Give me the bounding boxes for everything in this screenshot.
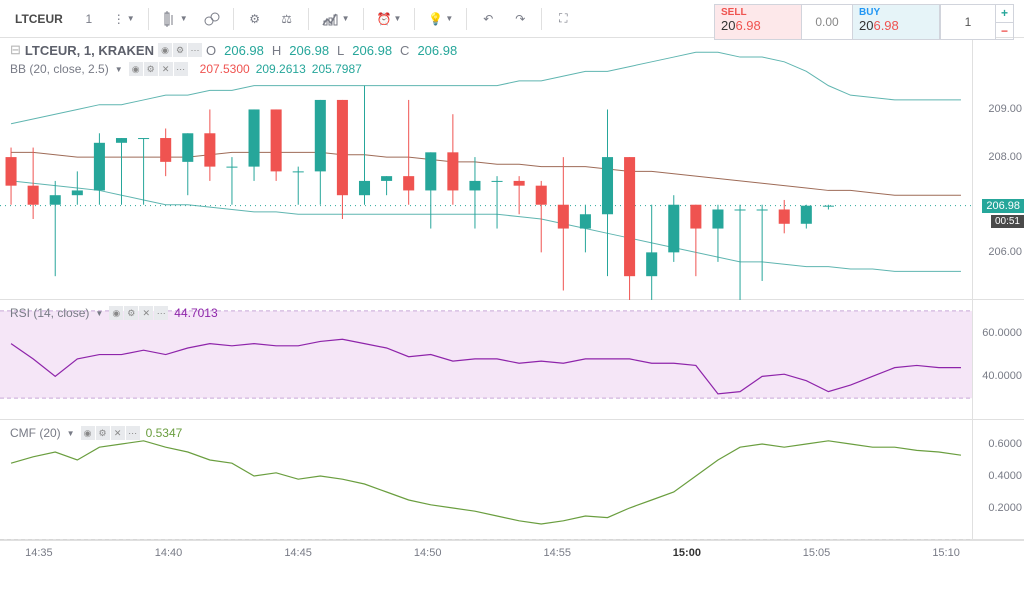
legend-settings[interactable]: ⚙ [173,43,187,57]
alarm-icon: ⏰ [377,12,392,26]
rsi-settings[interactable]: ⚙ [124,306,138,320]
ohlc-display: O206.98 H206.98 L206.98 C206.98 [206,43,457,58]
chevron-down-icon[interactable]: ▼ [95,309,103,318]
settings-button[interactable]: ⚙ [240,5,270,33]
cmf-delete[interactable]: ✕ [111,426,125,440]
bb-settings[interactable]: ⚙ [144,62,158,76]
fullscreen-button[interactable]: ⛶ [548,5,578,33]
rsi-legend: RSI (14, close) ▼ ◉ ⚙ ✕ ⋯ 44.7013 [10,306,218,320]
chevron-down-icon[interactable]: ▼ [67,429,75,438]
rsi-panel[interactable]: RSI (14, close) ▼ ◉ ⚙ ✕ ⋯ 44.7013 40.000… [0,300,1024,420]
compare-button[interactable] [197,5,227,33]
chevron-down-icon[interactable]: ▼ [115,65,123,74]
chart-legend: ⊟ LTCEUR, 1, KRAKEN ◉ ⚙ ⋯ O206.98 H206.9… [10,42,457,58]
buy-button[interactable]: BUY 206.98 [852,4,940,40]
quantity-stepper: + − [996,4,1014,40]
rsi-value: 44.7013 [174,306,217,320]
legend-more[interactable]: ⋯ [188,43,202,57]
alert-button[interactable]: ⏰▼ [370,5,409,33]
indicators-button[interactable]: ▼ [315,5,357,33]
sell-button[interactable]: SELL 206.98 [714,4,802,40]
bars-style[interactable]: ▼ [155,5,195,33]
trade-panel: SELL 206.98 0.00 BUY 206.98 1 + − [714,4,1014,40]
rsi-hide[interactable]: ◉ [109,306,123,320]
rsi-more[interactable]: ⋯ [154,306,168,320]
interval-selector[interactable]: 1 [74,5,104,33]
redo-icon: ↷ [515,12,525,26]
collapse-icon[interactable]: ⊟ [10,42,21,58]
interval-menu[interactable]: ⋮▼ [106,5,142,33]
qty-increase[interactable]: + [996,5,1013,23]
bb-delete[interactable]: ✕ [159,62,173,76]
time-axis[interactable]: 14:3514:4014:4514:5014:5515:0015:0515:10 [0,540,1024,568]
bb-more[interactable]: ⋯ [174,62,188,76]
gear-icon: ⚙ [249,12,260,26]
cmf-value: 0.5347 [146,426,183,440]
redo-button[interactable]: ↷ [505,5,535,33]
cmf-legend: CMF (20) ▼ ◉ ⚙ ✕ ⋯ 0.5347 [10,426,182,440]
symbol-selector[interactable]: LTCEUR [6,5,72,33]
idea-button[interactable]: 💡▼ [421,5,460,33]
undo-button[interactable]: ↶ [473,5,503,33]
rsi-axis[interactable]: 40.000060.0000 [972,300,1024,419]
bb-hide[interactable]: ◉ [129,62,143,76]
bb-legend: BB (20, close, 2.5) ▼ ◉ ⚙ ✕ ⋯ 207.530020… [10,62,362,76]
cmf-panel[interactable]: CMF (20) ▼ ◉ ⚙ ✕ ⋯ 0.5347 0.20000.40000.… [0,420,1024,540]
cmf-hide[interactable]: ◉ [81,426,95,440]
price-chart-panel[interactable]: ⊟ LTCEUR, 1, KRAKEN ◉ ⚙ ⋯ O206.98 H206.9… [0,38,1024,300]
cmf-more[interactable]: ⋯ [126,426,140,440]
indicators-icon [322,11,340,27]
rsi-delete[interactable]: ✕ [139,306,153,320]
qty-decrease[interactable]: − [996,23,1013,40]
legend-hide[interactable]: ◉ [158,43,172,57]
price-chart-svg [0,38,972,300]
undo-icon: ↶ [483,12,493,26]
cmf-settings[interactable]: ⚙ [96,426,110,440]
bulb-icon: 💡 [428,12,443,26]
spread-display: 0.00 [802,4,852,40]
expand-icon: ⛶ [559,11,567,26]
cmf-axis[interactable]: 0.20000.40000.6000 [972,420,1024,539]
layout-button[interactable]: ⚖ [272,5,302,33]
price-axis[interactable]: 206.00208.00209.00206.9800:51 [972,38,1024,299]
quantity-input[interactable]: 1 [940,4,996,40]
scales-icon: ⚖ [281,12,292,26]
